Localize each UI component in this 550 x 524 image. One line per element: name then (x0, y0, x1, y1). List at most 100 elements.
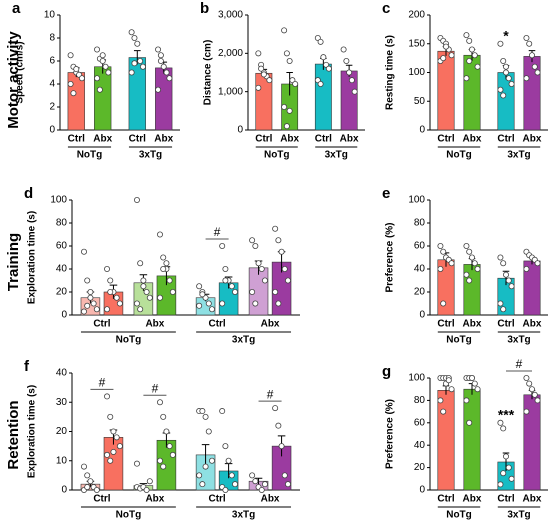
category-label: Abx (280, 134, 299, 145)
y-axis-label: Preference (%) (385, 399, 396, 469)
data-point (128, 69, 135, 76)
data-point (255, 84, 262, 91)
data-point (84, 302, 91, 309)
data-point (84, 277, 91, 284)
y-tick-label: 40 (414, 264, 426, 275)
y-tick-label: 10 (44, 10, 56, 21)
data-point (317, 81, 324, 88)
data-point (232, 288, 239, 295)
y-tick-label: 0 (419, 310, 425, 321)
data-point (222, 265, 229, 272)
data-point (320, 54, 327, 61)
bar (156, 439, 177, 491)
category-label: Abx (145, 319, 164, 330)
data-point (157, 58, 164, 65)
y-axis-label: Distance (cm) (203, 40, 214, 106)
data-point (128, 29, 135, 36)
annotation: # (516, 357, 523, 371)
data-point (113, 434, 120, 441)
group-label: 3xTg (507, 150, 530, 161)
data-point (292, 81, 299, 88)
data-point (160, 265, 167, 272)
data-point (497, 419, 504, 426)
data-point (73, 66, 80, 73)
category-label: Ctrl (93, 494, 110, 505)
y-tick-label: 200 (408, 10, 425, 21)
group-label: NoTg (116, 335, 142, 346)
annotation: # (214, 225, 221, 239)
data-point (228, 283, 235, 290)
data-point (81, 463, 88, 470)
data-point (437, 242, 444, 249)
data-point (107, 277, 114, 284)
data-point (275, 237, 282, 244)
data-point (104, 306, 111, 313)
data-point (205, 428, 212, 435)
data-point (284, 481, 291, 488)
data-point (202, 413, 209, 420)
data-point (442, 43, 449, 50)
data-point (137, 58, 144, 65)
data-point (471, 260, 478, 267)
category-label: Abx (261, 494, 280, 505)
annotation: *** (498, 407, 515, 423)
y-tick-label: 0 (61, 485, 67, 496)
data-point (502, 69, 509, 76)
category-label: Abx (463, 134, 482, 145)
y-tick-label: 10 (56, 455, 68, 466)
data-point (219, 408, 226, 415)
category-label: Abx (154, 134, 173, 145)
data-point (258, 486, 265, 493)
data-point (255, 50, 262, 57)
data-point (157, 399, 164, 406)
group-label: 3xTg (232, 335, 255, 346)
data-point (143, 288, 150, 295)
y-axis-label: Speed (cm/s) (15, 41, 26, 103)
data-point (281, 104, 288, 111)
data-point (104, 451, 111, 458)
category-label: Abx (523, 319, 542, 330)
data-point (266, 77, 273, 84)
data-point (272, 405, 279, 412)
data-point (160, 463, 167, 470)
y-tick-label: 8 (49, 33, 55, 44)
data-point (534, 69, 541, 76)
data-point (260, 71, 267, 78)
group-label: NoTg (116, 510, 142, 521)
category-label: Ctrl (437, 319, 454, 330)
panel-letter: a (12, 0, 21, 17)
error-bar (254, 477, 263, 485)
category-label: Abx (463, 319, 482, 330)
category-label: Ctrl (315, 134, 332, 145)
data-point (252, 242, 259, 249)
y-tick-label: 4 (49, 79, 55, 90)
data-point (471, 52, 478, 59)
category-label: Ctrl (208, 319, 225, 330)
data-point (131, 35, 138, 42)
data-point (155, 86, 162, 93)
data-point (163, 69, 170, 76)
y-tick-label: 2 (49, 102, 55, 113)
data-point (87, 294, 94, 301)
data-point (110, 448, 117, 455)
data-point (286, 58, 293, 65)
data-point (116, 443, 123, 450)
category-label: Ctrl (497, 494, 514, 505)
data-point (468, 46, 475, 53)
y-axis-label: Exploration time (s) (27, 211, 38, 304)
data-point (508, 81, 515, 88)
y-tick-label: 40 (56, 368, 68, 379)
data-point (84, 484, 91, 491)
data-point (529, 386, 536, 393)
data-point (463, 271, 470, 278)
data-point (531, 63, 538, 70)
data-point (463, 242, 470, 249)
data-point (325, 65, 332, 72)
data-point (283, 50, 290, 57)
data-point (107, 413, 114, 420)
y-tick-label: 80 (414, 218, 426, 229)
data-point (531, 391, 538, 398)
data-point (437, 265, 444, 272)
data-point (81, 248, 88, 255)
